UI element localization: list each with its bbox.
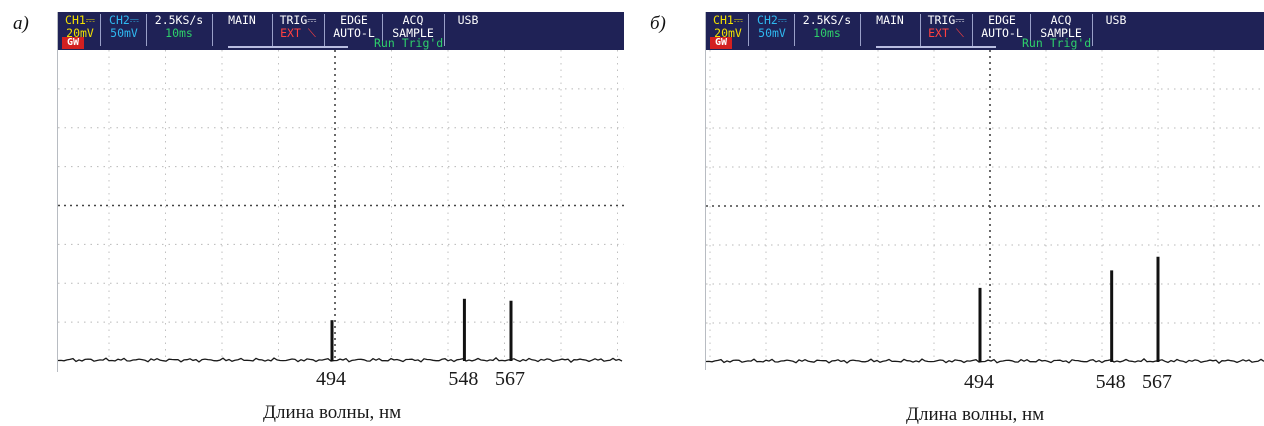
panel-label-b: б) [650,13,666,34]
baseline-trace [58,357,623,363]
x-tick-label: 567 [495,368,525,390]
panel-label-a: а) [13,13,29,34]
usb-readout: USB [1105,13,1127,27]
status-separator [920,14,921,46]
x-axis-title-a: Длина волны, нм [263,402,402,423]
samplerate-readout: 2.5KS/s 10ms [802,13,852,40]
status-separator [1030,14,1031,46]
gw-instek-logo: GW [62,37,84,49]
status-separator [860,14,861,46]
baseline-trace [706,358,1264,364]
plot-svg [706,50,1264,364]
status-separator [794,14,795,46]
acquire-readout: ACQ SAMPLE [1040,13,1082,40]
ch2-readout: CH2⎓ 50mV [109,13,139,40]
ch1-readout: CH1⎓ 20mV [65,13,95,40]
trigger-readout: TRIG⎓ EXT ⟍ [927,13,965,40]
x-axis-title-b: Длина волны, нм [906,404,1045,425]
run-status: Run Trig'd [374,36,444,50]
x-tick-label: 548 [448,368,479,390]
x-tick-label: 567 [1142,371,1172,393]
status-separator [272,14,273,46]
main-readout: MAIN [876,13,904,27]
gw-instek-logo: GW [710,37,732,49]
x-tick-label: 494 [964,371,994,393]
status-separator [972,14,973,46]
run-status: Run Trig'd [1022,36,1092,50]
oscilloscope-screen-b: CH1⎓ 20mV CH2⎓ 50mV 2.5KS/s 10ms MAIN TRIG⎓ EXT … [705,12,1264,370]
edge-readout: EDGE AUTO-L [981,13,1023,40]
status-separator [1092,14,1093,46]
status-separator [212,14,213,46]
ch2-readout: CH2⎓ 50mV [757,13,787,40]
status-separator [100,14,101,46]
oscilloscope-screen-a: CH1⎓ 20mV CH2⎓ 50mV 2.5KS/s 10ms MAIN TRIG⎓ EXT … [57,12,624,372]
main-readout: MAIN [228,13,256,27]
time-base-line [228,46,348,48]
status-separator [382,14,383,46]
samplerate-readout: 2.5KS/s 10ms [154,13,204,40]
plot-area [58,50,624,372]
usb-readout: USB [457,13,479,27]
status-separator [748,14,749,46]
x-tick-label: 548 [1095,371,1126,393]
plot-area [706,50,1264,370]
status-separator [324,14,325,46]
plot-svg [58,50,624,363]
acquire-readout: ACQ SAMPLE [392,13,434,40]
x-tick-label: 494 [316,368,346,390]
edge-readout: EDGE AUTO-L [333,13,375,40]
status-separator [146,14,147,46]
time-base-line [876,46,996,48]
ch1-readout: CH1⎓ 20mV [713,13,743,40]
status-separator [444,14,445,46]
status-bar: CH1⎓ 20mV CH2⎓ 50mV 2.5KS/s 10ms MAIN TRIG⎓ EXT … [58,12,624,50]
status-bar: CH1⎓ 20mV CH2⎓ 50mV 2.5KS/s 10ms MAIN TRIG⎓ EXT … [706,12,1264,50]
trigger-readout: TRIG⎓ EXT ⟍ [279,13,317,40]
